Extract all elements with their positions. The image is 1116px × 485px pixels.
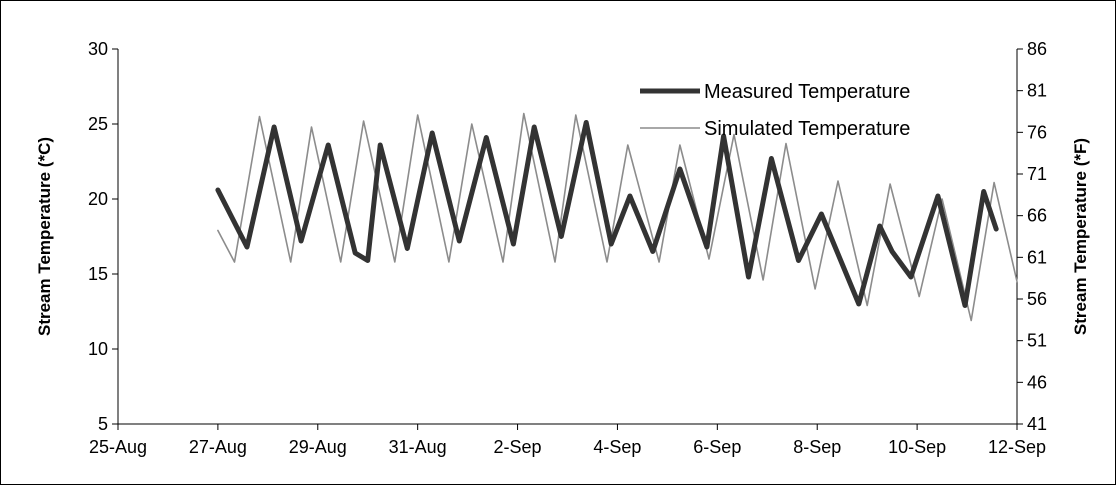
y2-tick-label: 86 — [1027, 39, 1047, 59]
x-tick-label: 27-Aug — [189, 437, 247, 457]
y2-tick-label: 41 — [1027, 414, 1047, 434]
simulated-temperature-line — [217, 112, 1018, 322]
y2-tick-label: 76 — [1027, 122, 1047, 142]
y-tick-label: 20 — [88, 189, 108, 209]
x-tick-label: 2-Sep — [494, 437, 542, 457]
y-tick-label: 25 — [88, 114, 108, 134]
y2-tick-label: 66 — [1027, 206, 1047, 226]
y2-axis-title: Stream Temperature (*F) — [1071, 138, 1090, 335]
legend-label-measured: Measured Temperature — [704, 81, 910, 103]
x-tick-label: 25-Aug — [89, 437, 147, 457]
legend-label-simulated: Simulated Temperature — [704, 118, 910, 140]
x-tick-label: 6-Sep — [693, 437, 741, 457]
y2-tick-label: 51 — [1027, 331, 1047, 351]
x-tick-label: 8-Sep — [793, 437, 841, 457]
y2-tick-label: 61 — [1027, 247, 1047, 267]
y-tick-label: 5 — [98, 414, 108, 434]
x-tick-label: 4-Sep — [593, 437, 641, 457]
x-tick-label: 12-Sep — [988, 437, 1046, 457]
chart-legend: Measured Temperature Simulated Temperatur… — [640, 81, 910, 140]
y2-tick-label: 56 — [1027, 289, 1047, 309]
y2-tick-label: 46 — [1027, 372, 1047, 392]
x-tick-label: 10-Sep — [888, 437, 946, 457]
x-tick-label: 31-Aug — [389, 437, 447, 457]
chart-series — [215, 112, 1018, 322]
chart-axes: 5 10 15 20 25 30 41 46 51 56 61 66 71 76 81 86 25-Aug 27-… — [88, 39, 1047, 457]
measured-temperature-line — [215, 120, 999, 308]
x-tick-label: 29-Aug — [289, 437, 347, 457]
y2-tick-label: 71 — [1027, 164, 1047, 184]
y-tick-label: 10 — [88, 339, 108, 359]
y2-tick-label: 81 — [1027, 81, 1047, 101]
y-axis-title: Stream Temperature (*C) — [35, 137, 54, 336]
y-tick-label: 30 — [88, 39, 108, 59]
y-tick-label: 15 — [88, 264, 108, 284]
